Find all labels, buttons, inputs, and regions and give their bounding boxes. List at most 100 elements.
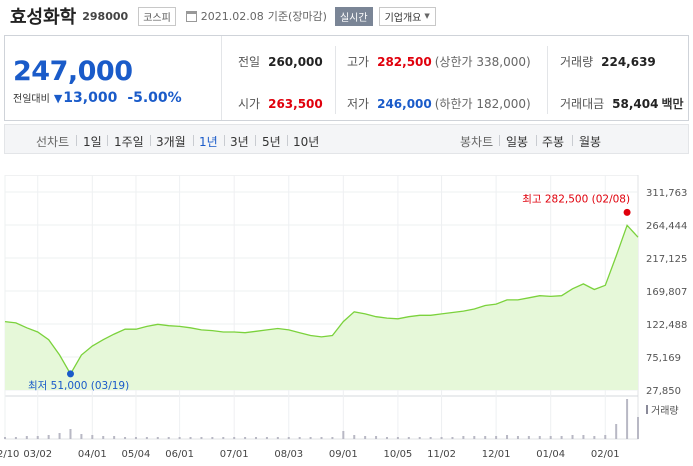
x-tick-label: 10/05	[383, 449, 412, 460]
x-tick-label: 04/01	[78, 449, 107, 460]
volume-bar	[342, 431, 345, 439]
calendar-icon	[185, 10, 197, 22]
volume-bar	[484, 436, 487, 439]
x-tick-label: 09/01	[329, 449, 358, 460]
divider	[547, 46, 548, 114]
divider	[150, 135, 151, 146]
price-chart[interactable]: 311,763 264,444 217,125 169,807 122,488 75,16…	[0, 174, 693, 466]
volume-bar	[113, 436, 116, 439]
volume-bar	[473, 436, 476, 439]
volume-bar	[615, 424, 618, 439]
change-label: 전일대비	[13, 94, 50, 105]
change-value: 13,000	[63, 90, 118, 106]
volume-bar	[69, 429, 72, 439]
volume-bar	[560, 436, 563, 439]
volume-bar	[637, 417, 639, 439]
x-tick-label: 05/04	[122, 449, 151, 460]
change-row: 전일대비 ▼ 13,000 -5.00%	[13, 90, 221, 106]
tab-3y[interactable]: 3년	[230, 135, 249, 149]
x-tick-label: 12/01	[482, 449, 511, 460]
volume-bar	[265, 437, 268, 439]
volume-bar	[80, 434, 83, 439]
volume-bar	[604, 435, 607, 439]
volume-bar	[14, 437, 17, 439]
volume-bar	[255, 437, 258, 439]
volume-bar	[375, 436, 378, 439]
volume-bar	[462, 436, 465, 439]
x-tick-label: 11/02	[427, 449, 456, 460]
volume-bar	[244, 437, 247, 439]
volume-bar	[287, 437, 290, 439]
volume-bar	[200, 437, 203, 439]
volume-legend-label: 거래량	[651, 405, 679, 417]
volume-bar	[538, 436, 541, 439]
y-tick-label: 169,807	[646, 287, 687, 298]
market-badge: 코스피	[138, 6, 176, 26]
divider	[76, 135, 77, 146]
y-tick-label: 27,850	[646, 386, 681, 397]
divider	[499, 135, 500, 146]
divider	[536, 135, 537, 146]
divider	[224, 135, 225, 146]
stat-trade-value: 거래대금 58,404 백만	[560, 95, 684, 112]
stat-prev-close: 전일 260,000	[238, 53, 323, 70]
prev-close-value: 260,000	[268, 55, 323, 69]
volume-bar	[102, 436, 105, 439]
volume-bar	[451, 437, 454, 439]
x-tick-label: 02/01	[591, 449, 620, 460]
volume-bar	[25, 436, 28, 439]
low-label: 저가	[347, 97, 370, 111]
y-tick-label: 264,444	[646, 221, 687, 232]
stock-name[interactable]: 효성화학	[10, 7, 77, 28]
volume-bar	[91, 435, 94, 439]
tab-1y[interactable]: 1년	[199, 135, 218, 149]
trade-value-label: 거래대금	[560, 97, 605, 111]
volume-bar	[178, 437, 181, 439]
price-line	[4, 224, 639, 376]
price-chart-svg: 311,763 264,444 217,125 169,807 122,488 75,16…	[0, 174, 687, 460]
volume-bar	[4, 437, 6, 439]
stock-code: 298000	[82, 9, 129, 23]
volume-bar	[396, 437, 399, 439]
company-info-button[interactable]: 기업개요 ▼	[378, 6, 436, 26]
tab-3m[interactable]: 3개월	[156, 135, 186, 149]
realtime-button[interactable]: 실시간	[334, 6, 373, 26]
volume-bar	[211, 437, 214, 439]
x-tick-label: 01/04	[536, 449, 565, 460]
volume-bar	[549, 436, 552, 439]
volume-bar	[364, 436, 367, 439]
volume-bar	[156, 437, 159, 439]
chart-tabbar: 선차트 1일 1주일 3개월 1년 3년 5년 10년 봉차트 일봉 주봉 월봉	[4, 124, 689, 154]
volume-label: 거래량	[560, 55, 594, 69]
volume-bar	[331, 437, 334, 439]
max-point	[623, 208, 631, 216]
upper-limit: (상한가 338,000)	[434, 55, 531, 69]
high-value: 282,500	[377, 55, 432, 69]
volume-bar	[353, 435, 356, 439]
tab-daily-candle[interactable]: 일봉	[506, 135, 529, 149]
x-tick-label: 08/03	[274, 449, 303, 460]
stock-header: 효성화학 298000 코스피 2021.02.08 기준(장마감) 실시간 기…	[0, 0, 693, 32]
tab-5y[interactable]: 5년	[262, 135, 281, 149]
tab-1w[interactable]: 1주일	[114, 135, 144, 149]
volume-bar	[233, 437, 236, 439]
tab-monthly-candle[interactable]: 월봉	[579, 135, 602, 149]
tab-weekly-candle[interactable]: 주봉	[542, 135, 565, 149]
volume-bar	[124, 437, 127, 439]
tab-1d[interactable]: 1일	[83, 135, 102, 149]
volume-bar	[58, 433, 61, 439]
stat-low: 저가 246,000 (하한가 182,000)	[347, 95, 531, 112]
volume-bar	[320, 437, 323, 439]
down-arrow-icon: ▼	[53, 92, 63, 105]
volume-bar	[47, 435, 50, 439]
change-percent: -5.00%	[127, 90, 182, 106]
quote-date: 2021.02.08	[200, 9, 264, 23]
max-label: 최고 282,500 (02/08)	[522, 193, 630, 205]
y-tick-label: 311,763	[646, 188, 687, 199]
divider	[287, 135, 288, 146]
min-label: 최저 51,000 (03/19)	[28, 380, 129, 392]
volume-bar	[298, 437, 301, 439]
tab-10y[interactable]: 10년	[293, 135, 320, 149]
company-info-label: 기업개요	[384, 12, 422, 24]
divider	[193, 135, 194, 146]
